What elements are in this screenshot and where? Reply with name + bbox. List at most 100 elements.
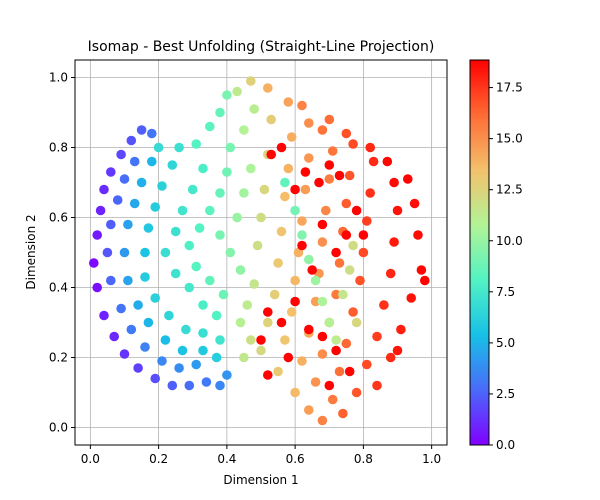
scatter-point-130 xyxy=(304,405,314,415)
x-axis: 0.0 0.2 0.4 0.6 0.8 1.0 xyxy=(81,445,441,466)
scatter-point-63 xyxy=(184,282,195,293)
scatter-point-110 xyxy=(280,335,290,345)
y-tick-label-5: 1.0 xyxy=(49,71,68,85)
scatter-point-167 xyxy=(420,275,430,286)
scatter-point-12 xyxy=(119,349,130,359)
scatter-point-137 xyxy=(341,198,352,209)
scatter-point-9 xyxy=(92,282,102,293)
scatter-point-64 xyxy=(198,300,208,310)
y-axis: 0.0 0.2 0.4 0.6 0.8 1.0 xyxy=(49,71,75,435)
grid-lines xyxy=(75,60,447,445)
scatter-point-75 xyxy=(205,275,215,286)
scatter-point-51 xyxy=(164,310,174,321)
scatter-point-62 xyxy=(170,268,181,279)
scatter-point-59 xyxy=(177,205,188,216)
scatter-point-196 xyxy=(290,296,300,307)
scatter-point-81 xyxy=(235,265,246,275)
scatter-point-5 xyxy=(116,149,126,160)
scatter-point-77 xyxy=(225,142,236,153)
scatter-point-96 xyxy=(246,76,256,86)
scatter-point-30 xyxy=(174,363,184,373)
scatter-point-106 xyxy=(286,132,297,142)
scatter-point-47 xyxy=(157,181,167,191)
y-tick-label-4: 0.8 xyxy=(49,141,68,155)
scatter-point-118 xyxy=(297,100,307,111)
scatter-point-21 xyxy=(106,219,116,230)
scatter-point-198 xyxy=(256,335,266,345)
scatter-point-23 xyxy=(119,174,130,184)
scatter-point-132 xyxy=(317,349,328,359)
scatter-point-38 xyxy=(133,300,143,310)
scatter-point-129 xyxy=(317,125,328,135)
scatter-point-95 xyxy=(266,114,277,125)
scatter-point-80 xyxy=(225,247,236,258)
y-tick-label-1: 0.2 xyxy=(49,351,68,365)
scatter-point-185 xyxy=(290,184,300,195)
scatter-point-128 xyxy=(324,114,335,125)
colorbar-tick-label-1: 2.5 xyxy=(496,387,515,401)
scatter-point-25 xyxy=(106,275,116,286)
scatter-point-143 xyxy=(334,366,345,377)
scatter-point-0 xyxy=(89,258,99,268)
scatter-point-33 xyxy=(123,219,133,230)
scatter-point-208 xyxy=(276,142,287,153)
scatter-point-146 xyxy=(355,275,365,286)
scatter-point-173 xyxy=(290,205,300,216)
scatter-point-171 xyxy=(392,345,403,356)
scatter-point-66 xyxy=(191,139,201,149)
y-tick-label-3: 0.6 xyxy=(49,211,68,225)
scatter-point-203 xyxy=(331,345,341,356)
scatter-point-82 xyxy=(232,212,242,223)
scatter-point-178 xyxy=(324,317,335,328)
scatter-point-180 xyxy=(338,289,348,300)
scatter-point-161 xyxy=(382,156,393,167)
scatter-point-56 xyxy=(174,142,184,153)
scatter-point-40 xyxy=(160,335,171,345)
colorbar-tick-label-3: 7.5 xyxy=(496,285,515,299)
scatter-point-78 xyxy=(222,90,232,100)
scatter-point-49 xyxy=(140,272,150,282)
scatter-point-39 xyxy=(143,317,154,328)
scatter-point-76 xyxy=(218,289,229,300)
x-tick-label-5: 1.0 xyxy=(422,452,441,466)
scatter-point-107 xyxy=(283,97,294,107)
scatter-point-54 xyxy=(215,335,225,345)
scatter-point-183 xyxy=(351,317,362,328)
scatter-point-164 xyxy=(396,324,406,335)
scatter-point-162 xyxy=(372,380,382,391)
scatter-point-186 xyxy=(300,167,311,177)
scatter-point-120 xyxy=(297,356,307,366)
scatter-point-148 xyxy=(362,216,372,226)
scatter-point-205 xyxy=(324,380,335,391)
scatter-point-163 xyxy=(385,352,396,363)
colorbar-tick-label-0: 0.0 xyxy=(496,438,515,452)
scatter-point-192 xyxy=(341,230,352,240)
scatter-point-35 xyxy=(136,177,147,188)
scatter-point-177 xyxy=(317,296,328,307)
scatter-point-152 xyxy=(338,408,348,419)
scatter-point-138 xyxy=(344,170,355,181)
scatter-point-60 xyxy=(187,184,198,195)
scatter-point-8 xyxy=(147,128,157,139)
scatter-point-91 xyxy=(252,240,263,251)
scatter-point-145 xyxy=(348,307,358,317)
scatter-point-182 xyxy=(348,240,358,251)
scatter-point-204 xyxy=(344,366,355,377)
scatter-point-116 xyxy=(304,153,314,163)
scatter-point-3 xyxy=(99,184,109,195)
x-tick-label-1: 0.2 xyxy=(149,452,168,466)
scatter-point-126 xyxy=(324,174,335,184)
scatter-point-147 xyxy=(358,247,369,258)
scatter-point-31 xyxy=(191,359,201,370)
scatter-point-2 xyxy=(95,205,106,216)
scatter-point-200 xyxy=(283,352,294,363)
scatter-point-131 xyxy=(310,377,321,387)
scatter-point-102 xyxy=(273,258,283,268)
scatter-point-7 xyxy=(136,125,147,135)
scatter-point-85 xyxy=(239,125,249,135)
colorbar-tick-label-6: 15.0 xyxy=(496,132,523,146)
scatter-point-13 xyxy=(133,363,143,373)
scatter-point-58 xyxy=(170,226,181,237)
scatter-point-90 xyxy=(249,279,259,289)
scatter-point-87 xyxy=(232,86,242,97)
